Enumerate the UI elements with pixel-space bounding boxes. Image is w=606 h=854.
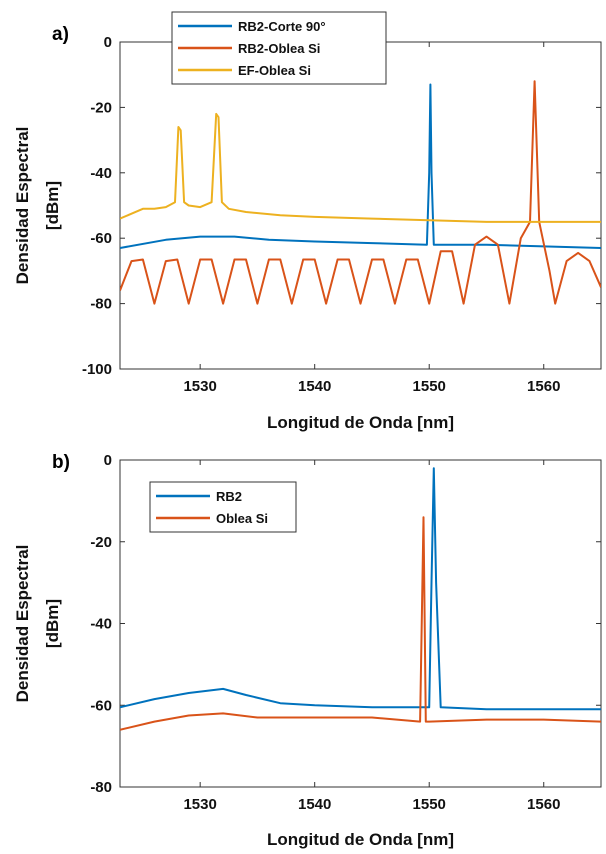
y-tick-label: -60 [90, 230, 112, 247]
y-tick-label: -80 [90, 779, 112, 796]
panel-label: a) [52, 24, 69, 45]
x-tick-label: 1530 [183, 378, 216, 395]
y-tick-label: -80 [90, 296, 112, 313]
legend-entry: RB2-Oblea Si [238, 41, 320, 56]
legend-entry: RB2 [216, 489, 242, 504]
series-line-0 [120, 83, 601, 249]
legend-box [149, 481, 297, 533]
panel-label: b) [52, 452, 70, 473]
y-tick-label: -100 [82, 361, 112, 378]
legend-entry: RB2-Corte 90° [238, 19, 326, 34]
series-line-0 [120, 467, 601, 711]
series-line-1 [120, 80, 601, 305]
x-tick-label: 1530 [183, 796, 216, 813]
y-tick-label: -20 [90, 99, 112, 116]
x-tick-label: 1550 [413, 796, 446, 813]
series-line-1 [120, 516, 601, 731]
legend: RB2-Corte 90° RB2-Oblea Si EF-Oblea Si [171, 11, 387, 85]
legend-box [171, 11, 387, 85]
y-tick-label: 0 [104, 452, 112, 469]
y-tick-label: -60 [90, 697, 112, 714]
y-axis-label: [dBm] [43, 181, 62, 230]
panel-b: 0 -20 -40 -60 -80 1530 1540 1550 1560 b) Longitud … [13, 452, 602, 849]
y-axis-label: [dBm] [43, 599, 62, 648]
y-axis-label: Densidad Espectral [13, 127, 32, 285]
x-tick-label: 1540 [298, 378, 331, 395]
x-tick-label: 1540 [298, 796, 331, 813]
series-line-2 [120, 112, 601, 223]
x-tick-label: 1560 [527, 378, 560, 395]
x-tick-label: 1550 [413, 378, 446, 395]
panel-a: 0 -20 -40 -60 -80 -100 1530 1540 1550 1560 a) Longi… [13, 11, 602, 432]
x-axis-label: Longitud de Onda [nm] [267, 413, 454, 432]
y-tick-label: -20 [90, 534, 112, 551]
legend-entry: EF-Oblea Si [238, 63, 311, 78]
y-tick-label: -40 [90, 616, 112, 633]
y-tick-label: -40 [90, 165, 112, 182]
y-axis-label: Densidad Espectral [13, 545, 32, 703]
x-axis-label: Longitud de Onda [nm] [267, 830, 454, 849]
plot-area [119, 41, 602, 370]
y-tick-label: 0 [104, 34, 112, 51]
legend-entry: Oblea Si [216, 511, 268, 526]
x-tick-label: 1560 [527, 796, 560, 813]
legend: RB2 Oblea Si [149, 481, 297, 533]
